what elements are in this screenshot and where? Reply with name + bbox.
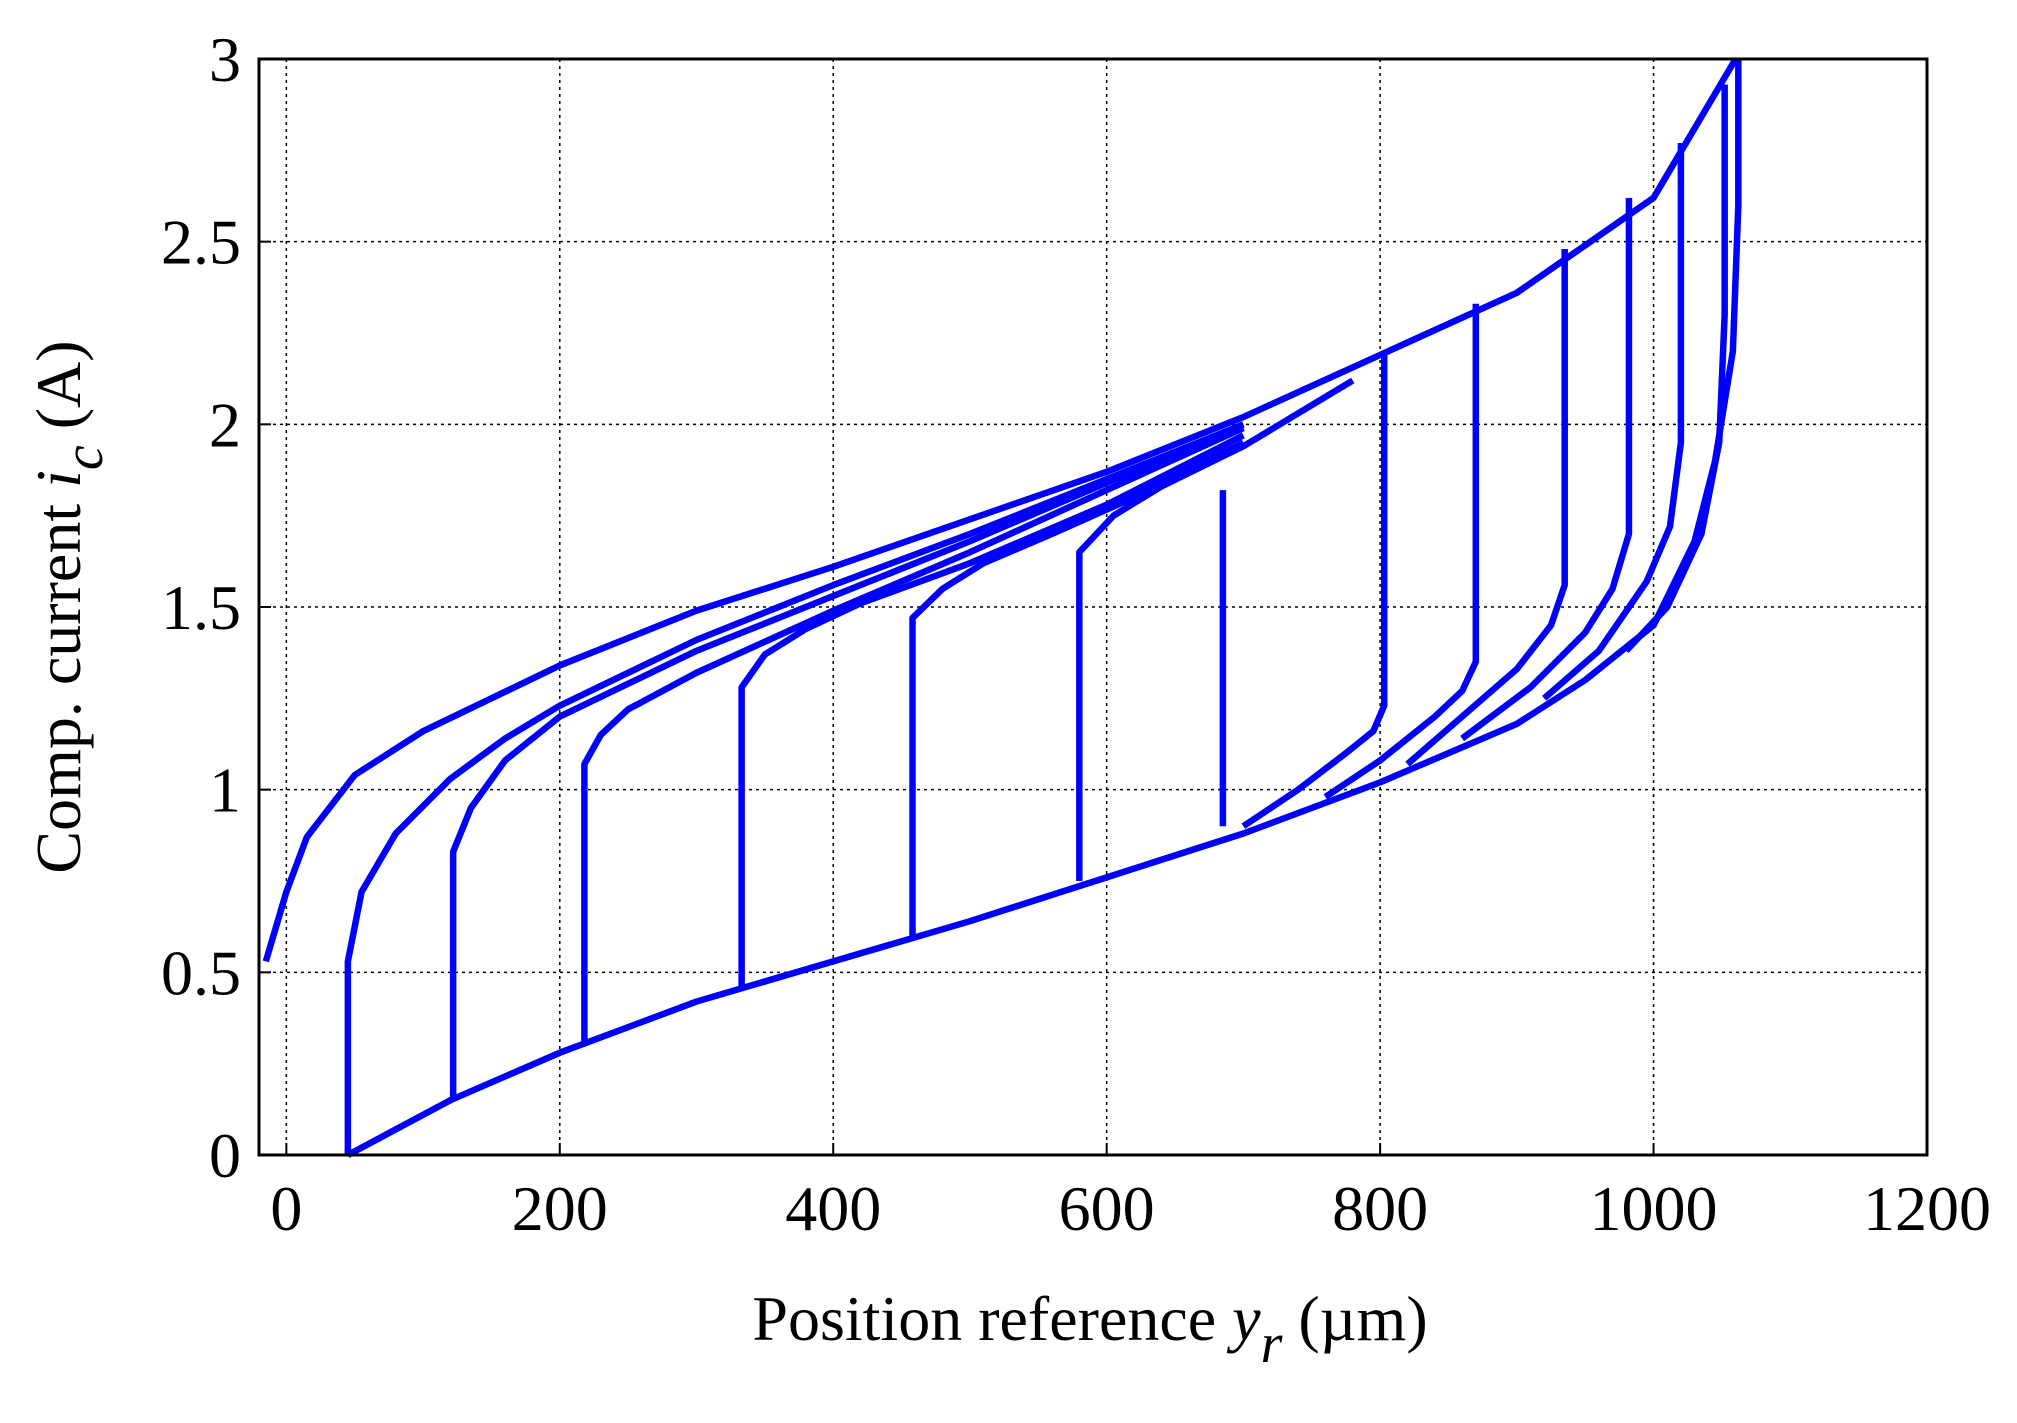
y-tick-label: 0 bbox=[209, 1120, 241, 1191]
x-tick-label: 1200 bbox=[1863, 1173, 1991, 1244]
curve bbox=[909, 439, 1245, 936]
x-tick-label: 800 bbox=[1332, 1173, 1428, 1244]
curve bbox=[449, 421, 1245, 1101]
lines bbox=[262, 57, 1742, 1158]
y-tick-label: 2 bbox=[209, 389, 241, 460]
y-label-unit: (A) bbox=[23, 340, 94, 445]
y-tick-label: 3 bbox=[209, 24, 241, 95]
x-label-unit: (µm) bbox=[1282, 1283, 1427, 1354]
x-tick-label: 600 bbox=[1059, 1173, 1155, 1244]
ticks: 0 200 400 600 800 1000 1200 0 0.5 1 1.5 2 2.5 3 bbox=[161, 24, 1991, 1244]
x-label-text: Position reference bbox=[752, 1283, 1232, 1354]
y-tick-label: 0.5 bbox=[161, 937, 241, 1008]
y-label-text: Comp. current bbox=[23, 488, 94, 874]
x-tick-label: 0 bbox=[270, 1173, 302, 1244]
x-tick-label: 200 bbox=[512, 1173, 608, 1244]
x-label-sub: r bbox=[1261, 1313, 1283, 1375]
y-axis-label: Comp. current ic (A) bbox=[23, 340, 115, 873]
grid bbox=[259, 58, 1928, 1156]
curve bbox=[581, 425, 1245, 1046]
x-label-var: y bbox=[1226, 1283, 1261, 1354]
x-axis-label: Position reference yr (µm) bbox=[752, 1283, 1427, 1375]
x-tick-label: 400 bbox=[785, 1173, 881, 1244]
curve bbox=[1623, 84, 1728, 654]
curve bbox=[262, 57, 1739, 963]
curve bbox=[738, 432, 1245, 987]
curve bbox=[1405, 248, 1568, 767]
curve bbox=[1542, 143, 1685, 701]
curve bbox=[344, 421, 1245, 1155]
y-label-var: i bbox=[23, 470, 94, 488]
curve bbox=[1460, 197, 1633, 742]
curve bbox=[1241, 351, 1388, 829]
x-tick-label: 1000 bbox=[1590, 1173, 1718, 1244]
y-label-sub: c bbox=[53, 445, 115, 470]
y-tick-label: 1 bbox=[209, 755, 241, 826]
curve bbox=[1076, 377, 1355, 881]
curve bbox=[1323, 303, 1480, 800]
y-tick-label: 1.5 bbox=[161, 572, 241, 643]
y-tick-label: 2.5 bbox=[161, 207, 241, 278]
